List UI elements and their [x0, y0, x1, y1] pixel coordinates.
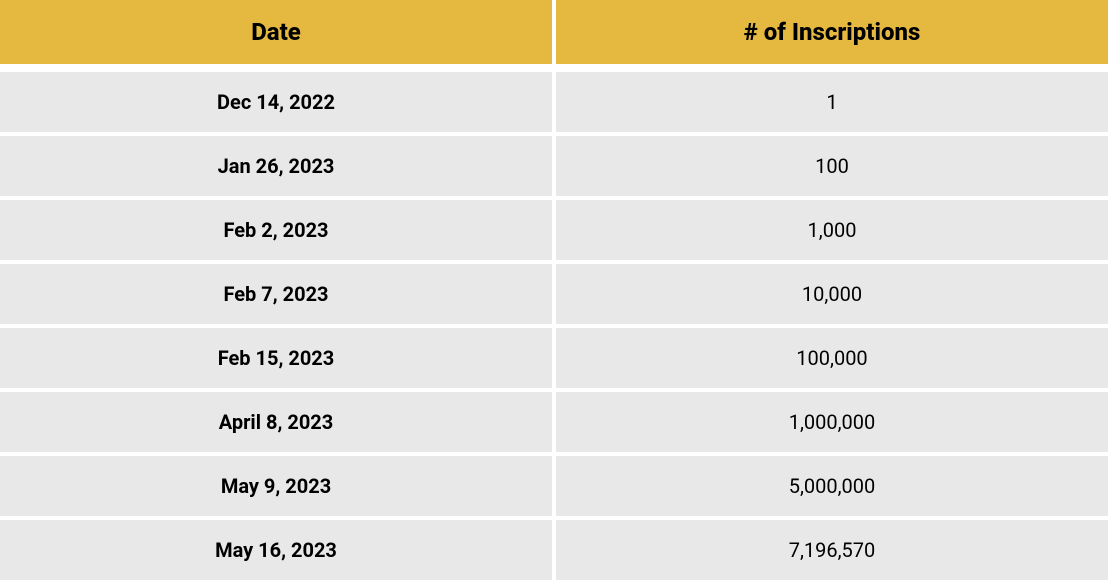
table-header-row: Date # of Inscriptions: [0, 0, 1108, 64]
cell-count: 7,196,570: [556, 520, 1108, 580]
cell-count: 100: [556, 136, 1108, 196]
table-row: Feb 2, 20231,000: [0, 200, 1108, 260]
column-header-date: Date: [0, 0, 552, 64]
cell-count: 1: [556, 72, 1108, 132]
cell-date: April 8, 2023: [0, 392, 552, 452]
cell-count: 100,000: [556, 328, 1108, 388]
cell-date: Feb 15, 2023: [0, 328, 552, 388]
cell-date: May 9, 2023: [0, 456, 552, 516]
cell-date: Feb 2, 2023: [0, 200, 552, 260]
cell-date: Dec 14, 2022: [0, 72, 552, 132]
table-row: May 16, 20237,196,570: [0, 520, 1108, 580]
inscriptions-table: Date # of Inscriptions Dec 14, 20221Jan …: [0, 0, 1108, 580]
cell-date: Feb 7, 2023: [0, 264, 552, 324]
table-row: Feb 7, 202310,000: [0, 264, 1108, 324]
column-header-count: # of Inscriptions: [556, 0, 1108, 64]
cell-date: Jan 26, 2023: [0, 136, 552, 196]
table-row: May 9, 20235,000,000: [0, 456, 1108, 516]
cell-count: 10,000: [556, 264, 1108, 324]
cell-count: 1,000,000: [556, 392, 1108, 452]
table-row: Jan 26, 2023100: [0, 136, 1108, 196]
cell-date: May 16, 2023: [0, 520, 552, 580]
cell-count: 5,000,000: [556, 456, 1108, 516]
table-body: Dec 14, 20221Jan 26, 2023100Feb 2, 20231…: [0, 72, 1108, 580]
table-row: Feb 15, 2023100,000: [0, 328, 1108, 388]
table-row: Dec 14, 20221: [0, 72, 1108, 132]
cell-count: 1,000: [556, 200, 1108, 260]
table-row: April 8, 20231,000,000: [0, 392, 1108, 452]
